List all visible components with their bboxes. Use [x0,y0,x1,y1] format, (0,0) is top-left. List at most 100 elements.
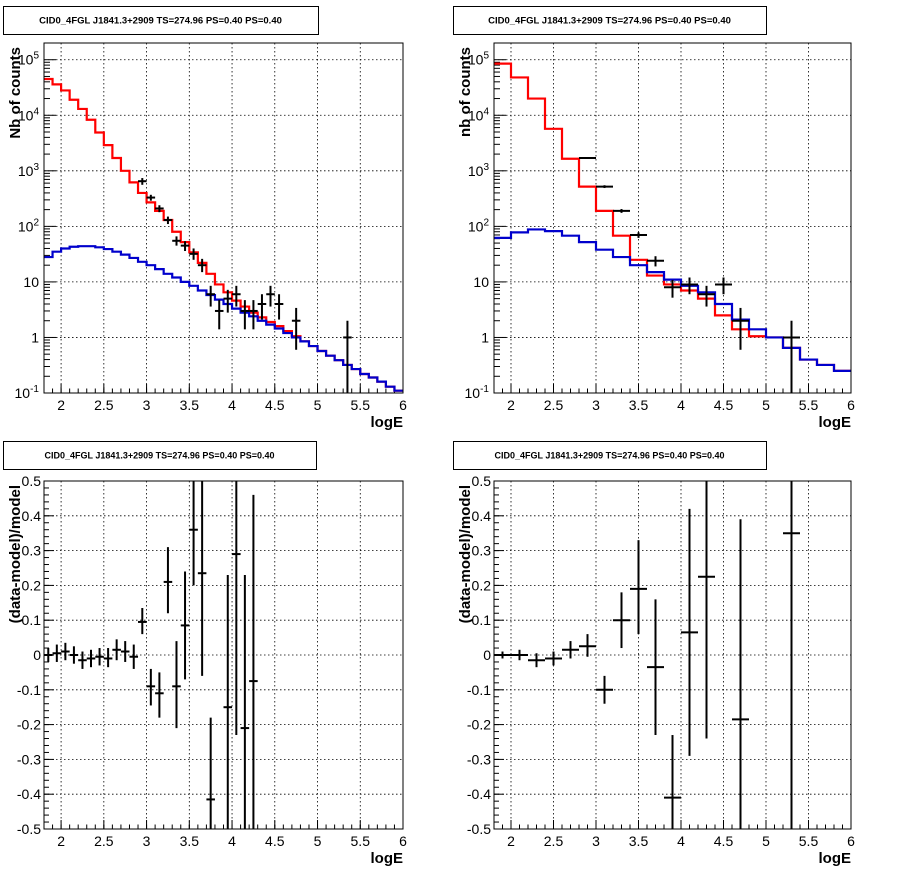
x-tick-label: 2.5 [94,833,114,849]
y-tick-label: -0.4 [17,786,41,802]
x-tick-label: 4.5 [714,397,734,413]
total-model-histogram [44,77,403,392]
title-box [453,441,767,470]
y-tick-label: 102 [468,217,490,234]
x-axis-label: logE [819,850,852,867]
y-tick-label: 103 [468,162,490,179]
data-point [783,320,800,393]
y-tick-base: 10 [18,52,34,68]
y-tick-base: 10 [18,163,34,179]
y-tick-base: 10 [468,52,484,68]
data-point [129,644,139,669]
y-tick-label: 0.5 [22,473,42,489]
y-tick-label: 0.4 [472,508,492,524]
y-tick-label: -0.4 [467,786,491,802]
data-point [146,668,156,706]
x-tick-label: 6 [847,833,855,849]
y-tick-exponent: 4 [483,106,489,117]
data-point [596,675,613,704]
title-box [453,6,767,35]
y-tick-exponent: 5 [33,51,39,62]
data-point [206,285,215,307]
data-point [579,157,596,160]
x-tick-label: 2 [57,833,65,849]
y-tick-exponent: 3 [483,162,489,173]
y-tick-base: 10 [18,218,34,234]
x-tick-label: 2.5 [94,397,114,413]
x-tick-label: 3 [592,833,600,849]
data-point [291,307,301,350]
y-tick-label: -0.1 [467,682,491,698]
plot-frame [493,42,852,394]
y-tick-label: -0.2 [17,717,41,733]
series-group [44,481,258,829]
x-tick-label: 5.5 [351,833,371,849]
background-model-histogram [44,245,403,392]
data-point [630,540,647,635]
data-point [630,232,647,238]
data-point [172,641,181,729]
y-axis-label: nb of counts [457,47,474,137]
data-point [664,735,681,829]
y-tick-label: 1 [31,329,39,345]
x-axis-label: logE [371,850,404,867]
x-tick-label: 5 [314,833,322,849]
data-point [232,285,241,307]
data-point [223,574,233,829]
x-tick-label: 4.5 [265,833,285,849]
y-tick-label: 104 [468,106,490,123]
data-point [155,205,164,213]
y-tick-label: -0.1 [17,682,41,698]
y-tick-label: 1 [481,329,489,345]
x-tick-label: 6 [399,833,407,849]
chart-panel-1: CID0_4FGL J1841.3+2909 TS=274.96 PS=0.40… [3,6,407,431]
chart-title: CID0_4FGL J1841.3+2909 TS=274.96 PS=0.40… [44,451,274,461]
data-point [783,481,800,829]
data-point [240,300,250,330]
data-point [698,285,715,307]
data-point [172,236,181,246]
data-point [528,653,545,668]
data-point [343,320,352,393]
y-tick-label: 0 [33,647,41,663]
y-axis-label: (data-model)/model [7,485,24,623]
chart-panel-4: CID0_4FGL J1841.3+2909 TS=274.96 PS=0.40… [453,441,855,867]
y-tick-base: 10 [15,385,31,401]
y-tick-exponent: -1 [480,384,489,395]
data-point [52,644,62,662]
data-point [732,307,749,350]
y-tick-label: 0 [483,647,491,663]
data-point [579,634,596,657]
data-point [613,209,630,213]
data-point [249,494,258,829]
series-group [494,481,800,829]
data-point [112,639,121,661]
y-tick-base: 10 [465,385,481,401]
chart-panel-3: CID0_4FGL J1841.3+2909 TS=274.96 PS=0.40… [3,441,407,867]
y-tick-exponent: 2 [483,217,489,228]
x-tick-label: 3 [143,833,151,849]
x-tick-label: 2.5 [544,833,564,849]
y-tick-label: 103 [18,162,40,179]
x-tick-label: 2 [507,397,515,413]
y-tick-label: -0.5 [467,821,491,837]
data-point [249,300,258,330]
data-point [223,289,233,313]
data-point [197,481,207,676]
data-point [189,248,198,260]
y-axis-label: Nb of counts [7,47,24,139]
data-point [69,646,79,664]
data-point [266,285,275,307]
y-tick-base: 10 [468,107,484,123]
x-tick-label: 2 [507,833,515,849]
y-tick-label: 10 [473,274,489,290]
x-tick-label: 3.5 [180,833,200,849]
x-tick-label: 6 [847,397,855,413]
title-box [3,6,319,35]
data-point [95,648,104,666]
x-axis-label: logE [819,414,852,431]
chart-title: CID0_4FGL J1841.3+2909 TS=274.96 PS=0.40… [488,16,731,27]
y-tick-label: 0.1 [22,612,42,628]
data-point [120,641,130,662]
